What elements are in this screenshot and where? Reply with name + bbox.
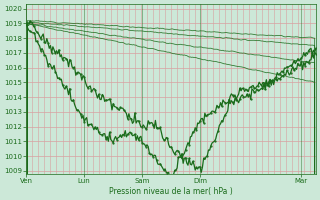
X-axis label: Pression niveau de la mer( hPa ): Pression niveau de la mer( hPa ) bbox=[109, 187, 233, 196]
